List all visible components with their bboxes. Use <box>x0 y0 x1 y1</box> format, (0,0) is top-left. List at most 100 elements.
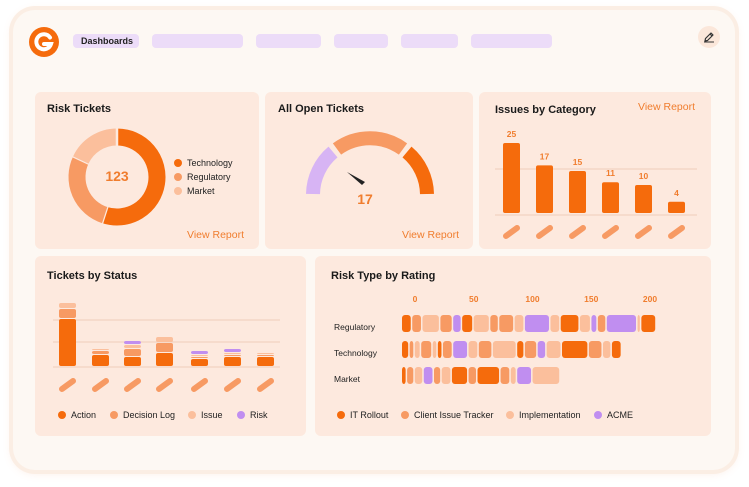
status-bar-decision-log <box>59 309 76 318</box>
rating-segment-client-issue-tracker <box>407 367 414 384</box>
rating-segment-implementation <box>532 367 560 384</box>
status-bar-issue <box>257 353 274 354</box>
x-tick-label: 200 <box>642 294 658 304</box>
status-bar-action <box>59 319 76 366</box>
status-bar-issue <box>124 345 141 348</box>
rating-segment-implementation <box>514 315 524 332</box>
status-x-tick-mark <box>124 378 141 392</box>
status-bar-action <box>124 357 141 366</box>
rating-segment-acme <box>423 367 433 384</box>
status-bar-decision-log <box>124 349 141 356</box>
edit-button[interactable] <box>698 26 720 48</box>
rating-segment-it-rollout <box>611 341 621 358</box>
x-tick-label: 100 <box>525 294 540 304</box>
issues-value-label: 11 <box>606 168 615 178</box>
legend-dot <box>594 411 602 419</box>
rating-segment-client-issue-tracker <box>524 341 537 358</box>
open-tickets-title: All Open Tickets <box>278 103 364 115</box>
x-tick-label: 50 <box>469 294 479 304</box>
legend-label: Implementation <box>519 410 581 420</box>
rating-segment-acme <box>453 341 468 358</box>
rating-segment-client-issue-tracker <box>412 315 421 332</box>
rating-segment-implementation <box>492 341 516 358</box>
legend-dot <box>337 411 345 419</box>
rating-segment-acme <box>453 315 461 332</box>
tickets-by-status-chart <box>53 303 280 392</box>
issues-view-report-link[interactable]: View Report <box>638 101 696 113</box>
status-x-tick-mark <box>59 378 76 392</box>
legend-label: Decision Log <box>123 410 176 420</box>
legend-dot <box>174 173 182 181</box>
donut-slice-technology <box>102 128 166 226</box>
tab-placeholder-2[interactable] <box>256 34 321 48</box>
rating-segment-client-issue-tracker <box>468 367 477 384</box>
open-tickets-view-report-link[interactable]: View Report <box>402 229 460 241</box>
status-bar-action <box>257 357 274 366</box>
status-bar-risk <box>124 341 141 344</box>
rating-segment-implementation <box>550 315 560 332</box>
rating-segment-client-issue-tracker <box>499 315 514 332</box>
rating-segment-implementation <box>637 315 640 332</box>
donut-slice-regulatory <box>68 156 108 224</box>
rating-segment-client-issue-tracker <box>588 341 602 358</box>
risk-tickets-donut <box>68 128 166 226</box>
pencil-icon <box>704 32 714 43</box>
tab-placeholder-5[interactable] <box>471 34 552 48</box>
status-bar-decision-log <box>224 355 241 356</box>
x-tick-label: 0 <box>412 294 418 304</box>
status-bar-issue <box>92 349 109 350</box>
status-bar-action <box>156 353 173 366</box>
legend-dot <box>506 411 514 419</box>
issues-x-tick-mark <box>569 225 586 239</box>
tickets-by-status-title: Tickets by Status <box>47 270 138 282</box>
tab-dashboards[interactable]: Dashboards <box>73 34 139 48</box>
rating-segment-acme <box>537 341 546 358</box>
rating-segment-implementation <box>468 341 478 358</box>
rating-segment-it-rollout <box>477 367 500 384</box>
rating-segment-implementation <box>473 315 489 332</box>
risk-tickets-view-report-link[interactable]: View Report <box>187 229 245 241</box>
rating-segment-implementation <box>414 367 423 384</box>
status-x-tick-mark <box>156 378 173 392</box>
open-tickets-value: 17 <box>357 191 373 207</box>
status-bar-decision-log <box>92 351 109 354</box>
legend-label: Technology <box>187 158 233 168</box>
issues-value-label: 15 <box>573 157 583 167</box>
rating-segment-it-rollout <box>517 341 524 358</box>
status-bar-action <box>224 357 241 366</box>
issues-x-tick-mark <box>503 225 520 239</box>
rating-segment-client-issue-tracker <box>421 341 432 358</box>
status-bar-issue <box>156 337 173 342</box>
tab-placeholder-3[interactable] <box>334 34 388 48</box>
rating-segment-client-issue-tracker <box>442 341 452 358</box>
issues-bar-3 <box>602 182 619 213</box>
legend-risk: Risk <box>237 410 268 420</box>
legend-label: ACME <box>607 410 634 420</box>
rating-segment-implementation <box>602 341 611 358</box>
issues-x-tick-mark <box>602 225 619 239</box>
rating-segment-it-rollout <box>462 315 473 332</box>
legend-label: IT Rollout <box>350 410 389 420</box>
rating-segment-it-rollout <box>402 341 409 358</box>
issues-value-label: 4 <box>674 188 679 198</box>
legend-label: Risk <box>250 410 268 420</box>
tab-placeholder-1[interactable] <box>152 34 243 48</box>
rating-segment-acme <box>517 367 532 384</box>
rating-segment-client-issue-tracker <box>440 315 452 332</box>
rating-segment-client-issue-tracker <box>500 367 510 384</box>
tab-placeholder-4[interactable] <box>401 34 458 48</box>
rating-segment-it-rollout <box>641 315 656 332</box>
legend-issue: Issue <box>188 410 223 420</box>
legend-dot <box>58 411 66 419</box>
rating-segment-implementation <box>579 315 590 332</box>
rating-segment-it-rollout <box>402 315 411 332</box>
legend-client-issue-tracker: Client Issue Tracker <box>401 410 494 420</box>
issues-bar-0 <box>503 143 520 213</box>
legend-dot <box>401 411 409 419</box>
status-bar-issue <box>59 303 76 308</box>
gauge-segment-right <box>402 146 434 195</box>
open-tickets-gauge <box>306 131 434 195</box>
rating-segment-acme <box>606 315 637 332</box>
app-logo-icon[interactable] <box>29 27 59 57</box>
rating-segment-acme <box>524 315 549 332</box>
